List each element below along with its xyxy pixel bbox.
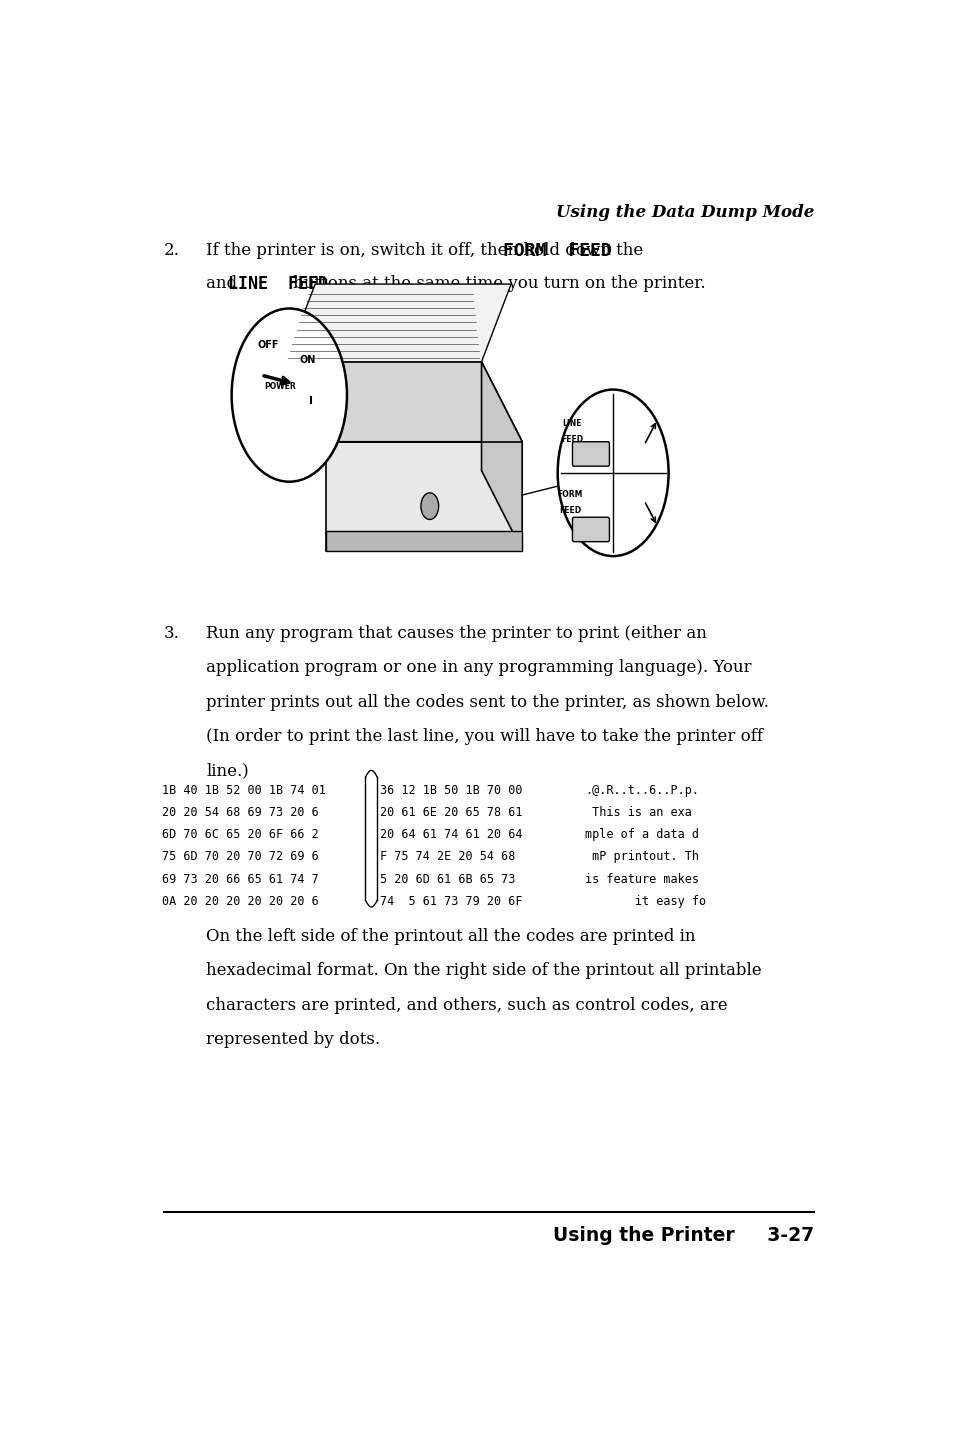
Polygon shape [285,362,521,441]
Text: mple of a data d: mple of a data d [584,828,699,841]
Polygon shape [285,284,511,362]
Text: 20 61 6E 20 65 78 61: 20 61 6E 20 65 78 61 [379,806,521,819]
Text: Run any program that causes the printer to print (either an: Run any program that causes the printer … [206,624,706,642]
Text: Using the Data Dump Mode: Using the Data Dump Mode [556,205,813,221]
Text: 5 20 6D 61 6B 65 73: 5 20 6D 61 6B 65 73 [379,872,515,885]
Text: On the left side of the printout all the codes are printed in: On the left side of the printout all the… [206,929,696,945]
Polygon shape [481,362,521,551]
Text: 20 20 54 68 69 73 20 6: 20 20 54 68 69 73 20 6 [162,806,318,819]
Text: FORM  FEED: FORM FEED [502,242,611,260]
Text: 74  5 61 73 79 20 6F: 74 5 61 73 79 20 6F [379,894,521,908]
Text: F 75 74 2E 20 54 68: F 75 74 2E 20 54 68 [379,851,515,864]
Polygon shape [326,531,521,551]
Text: POWER: POWER [264,382,296,391]
Text: If the printer is on, switch it off, then hold down the: If the printer is on, switch it off, the… [206,242,648,260]
Text: FORM: FORM [557,490,582,499]
Polygon shape [326,441,521,551]
Text: 75 6D 70 20 70 72 69 6: 75 6D 70 20 70 72 69 6 [162,851,318,864]
Text: buttons at the same time you turn on the printer.: buttons at the same time you turn on the… [288,275,705,293]
Text: FEED: FEED [558,506,580,515]
Text: (In order to print the last line, you will have to take the printer off: (In order to print the last line, you wi… [206,728,762,746]
Text: .@.R..t..6..P.p.: .@.R..t..6..P.p. [584,784,699,797]
Text: 36 12 1B 50 1B 70 00: 36 12 1B 50 1B 70 00 [379,784,521,797]
Text: 69 73 20 66 65 61 74 7: 69 73 20 66 65 61 74 7 [162,872,318,885]
Text: 3.: 3. [164,624,179,642]
FancyBboxPatch shape [572,441,609,466]
Text: 6D 70 6C 65 20 6F 66 2: 6D 70 6C 65 20 6F 66 2 [162,828,318,841]
Text: mP printout. Th: mP printout. Th [584,851,699,864]
Text: hexadecimal format. On the right side of the printout all printable: hexadecimal format. On the right side of… [206,962,761,979]
Text: 1B 40 1B 52 00 1B 74 01: 1B 40 1B 52 00 1B 74 01 [162,784,326,797]
Text: I: I [309,395,314,405]
Circle shape [558,389,668,557]
Text: FEED: FEED [560,434,583,444]
Text: LINE: LINE [562,420,581,428]
Text: 2.: 2. [164,242,179,260]
Text: represented by dots.: represented by dots. [206,1031,380,1048]
Text: and: and [206,275,243,293]
Text: 0A 20 20 20 20 20 20 6: 0A 20 20 20 20 20 20 6 [162,894,318,908]
Text: ON: ON [299,355,315,365]
Text: printer prints out all the codes sent to the printer, as shown below.: printer prints out all the codes sent to… [206,694,768,711]
FancyBboxPatch shape [572,518,609,542]
Text: This is an exa: This is an exa [584,806,691,819]
Text: application program or one in any programming language). Your: application program or one in any progra… [206,659,751,676]
Text: OFF: OFF [257,340,279,350]
Text: characters are printed, and others, such as control codes, are: characters are printed, and others, such… [206,996,727,1014]
Circle shape [232,309,347,482]
Text: it easy fo: it easy fo [584,894,705,908]
Text: Using the Printer     3-27: Using the Printer 3-27 [553,1226,813,1244]
Text: is feature makes: is feature makes [584,872,699,885]
Circle shape [420,493,438,519]
Text: line.): line.) [206,763,249,780]
Text: 20 64 61 74 61 20 64: 20 64 61 74 61 20 64 [379,828,521,841]
Text: LINE  FEED: LINE FEED [228,275,327,293]
